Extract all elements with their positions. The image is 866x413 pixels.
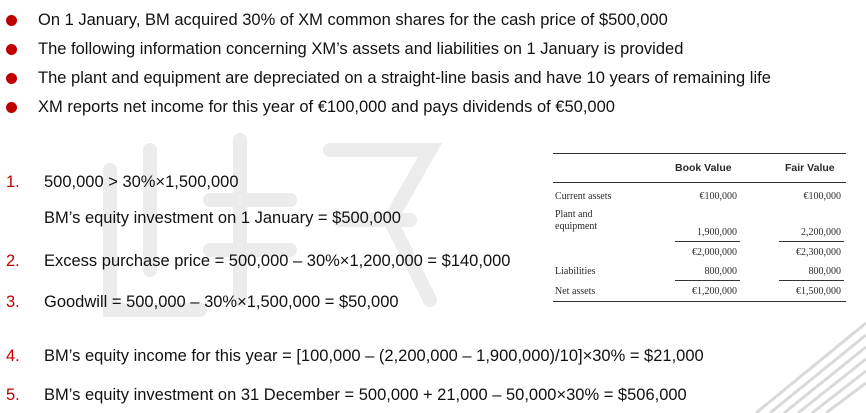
cell-book: €2,000,000 — [692, 247, 737, 258]
cell-fair: €100,000 — [803, 191, 842, 202]
bullet-dot-icon — [6, 15, 17, 26]
step-number: 3. — [6, 293, 20, 311]
step-text: BM’s equity investment on 1 January = $5… — [44, 209, 401, 227]
step-number: 5. — [6, 386, 20, 404]
row-label: Current assets — [555, 191, 612, 202]
step-number: 1. — [6, 173, 20, 191]
header-book-value: Book Value — [675, 162, 732, 174]
cell-fair: €1,500,000 — [796, 286, 841, 297]
bullet-item: The plant and equipment are depreciated … — [0, 64, 866, 93]
bullet-text: The plant and equipment are depreciated … — [38, 69, 771, 87]
bullet-dot-icon — [6, 44, 17, 55]
bullet-text: On 1 January, BM acquired 30% of XM comm… — [38, 11, 668, 29]
cell-book: €1,200,000 — [692, 286, 737, 297]
step-text: BM’s equity investment on 31 December = … — [44, 386, 687, 404]
cell-book: €100,000 — [699, 191, 738, 202]
step-text: Goodwill = 500,000 – 30%×1,500,000 = $50… — [44, 293, 399, 311]
step-text: BM’s equity income for this year = [100,… — [44, 347, 704, 365]
cell-fair: 2,200,000 — [801, 227, 841, 238]
row-label: Liabilities — [555, 266, 596, 277]
bullet-text: XM reports net income for this year of €… — [38, 98, 615, 116]
subtotal-rule-book — [675, 241, 740, 242]
header-rule — [553, 182, 846, 183]
decorative-stripes-icon — [755, 321, 866, 413]
row-label: Net assets — [555, 286, 596, 297]
net-rule-fair — [779, 280, 844, 281]
step-number: 2. — [6, 252, 20, 270]
assets-liabilities-table: Book Value Fair Value Current assets €10… — [553, 153, 846, 305]
cell-fair: €2,300,000 — [796, 247, 841, 258]
bullet-text: The following information concerning XM’… — [38, 40, 684, 58]
table-bottom-rule — [553, 301, 846, 302]
cell-fair: 800,000 — [808, 266, 842, 277]
step-number: 4. — [6, 347, 20, 365]
bullet-dot-icon — [6, 102, 17, 113]
bullet-item: The following information concerning XM’… — [0, 35, 866, 64]
bullet-item: XM reports net income for this year of €… — [0, 93, 866, 122]
row-label: Plant and equipment — [555, 209, 598, 232]
cell-book: 800,000 — [704, 266, 738, 277]
bullet-dot-icon — [6, 73, 17, 84]
cell-book: 1,900,000 — [697, 227, 737, 238]
net-rule-book — [675, 280, 740, 281]
step-text: 500,000 > 30%×1,500,000 — [44, 173, 239, 191]
step-text: Excess purchase price = 500,000 – 30%×1,… — [44, 252, 511, 270]
header-fair-value: Fair Value — [785, 162, 835, 174]
subtotal-rule-fair — [779, 241, 844, 242]
bullet-item: On 1 January, BM acquired 30% of XM comm… — [0, 6, 866, 35]
table-top-rule — [553, 153, 846, 154]
bullet-list: On 1 January, BM acquired 30% of XM comm… — [0, 6, 866, 122]
